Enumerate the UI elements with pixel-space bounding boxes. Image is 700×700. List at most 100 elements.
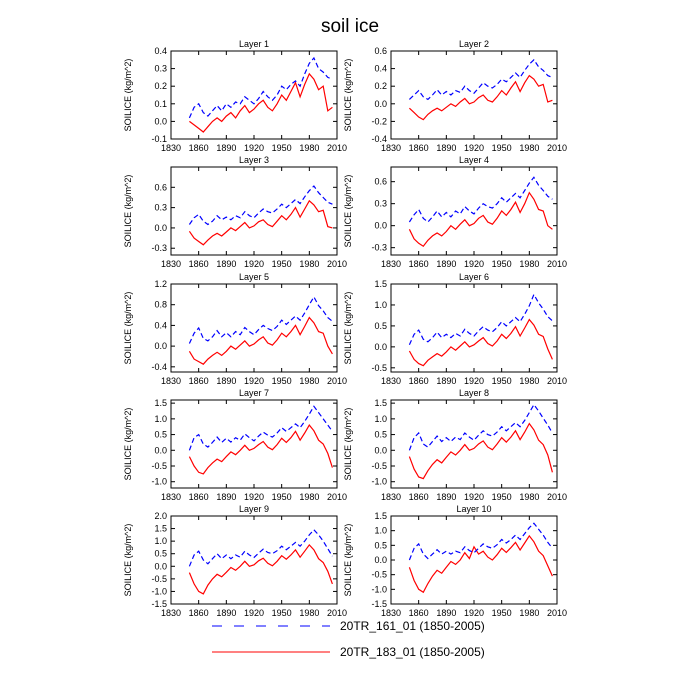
plot-frame bbox=[170, 399, 338, 489]
x-tick-label: 1830 bbox=[381, 143, 401, 153]
y-tick-label: 0.4 bbox=[154, 46, 167, 56]
x-tick-label: 1860 bbox=[189, 492, 209, 502]
y-tick-label: 1.0 bbox=[374, 414, 387, 424]
y-tick-label: -0.5 bbox=[371, 461, 387, 471]
x-tick-label: 1860 bbox=[189, 143, 209, 153]
panel-title: Layer 8 bbox=[459, 388, 489, 398]
panels-grid: Layer 1 SOILICE (kg/m^2) 1830 1860 1890 1920 1… bbox=[123, 39, 567, 618]
x-tick-label: 1830 bbox=[381, 608, 401, 618]
y-tick-label: 0.8 bbox=[154, 300, 167, 310]
panel-title: Layer 7 bbox=[239, 388, 269, 398]
y-tick-label: 0.3 bbox=[154, 64, 167, 74]
series-line-20TR_161_01 bbox=[188, 56, 333, 119]
panel-title: Layer 10 bbox=[456, 504, 491, 514]
legend-label: 20TR_183_01 (1850-2005) bbox=[340, 645, 485, 659]
y-tick-label: -0.5 bbox=[151, 574, 167, 584]
x-tick-label: 2010 bbox=[547, 259, 567, 269]
y-tick-label: -1.0 bbox=[371, 477, 387, 487]
y-tick-label: 0.0 bbox=[374, 445, 387, 455]
y-tick-label: 0.0 bbox=[374, 221, 387, 231]
chart-panel: Layer 5 SOILICE (kg/m^2) 1830 1860 1890 1920 1… bbox=[123, 272, 347, 386]
y-tick-label: -0.5 bbox=[371, 570, 387, 580]
series-line-20TR_183_01 bbox=[408, 422, 553, 480]
figure-title: soil ice bbox=[321, 16, 379, 37]
series-line-20TR_183_01 bbox=[188, 199, 333, 246]
x-tick-label: 1890 bbox=[216, 376, 236, 386]
y-tick-label: -0.5 bbox=[151, 461, 167, 471]
y-tick-label: 0.5 bbox=[374, 430, 387, 440]
y-tick-label: 1.5 bbox=[374, 511, 387, 521]
y-tick-label: -1.0 bbox=[371, 584, 387, 594]
x-tick-label: 1950 bbox=[272, 143, 292, 153]
series-line-20TR_183_01 bbox=[408, 191, 553, 247]
x-tick-label: 2010 bbox=[327, 143, 347, 153]
x-tick-label: 1860 bbox=[409, 376, 429, 386]
chart-panel: Layer 4 SOILICE (kg/m^2) 1830 1860 1890 1920 1… bbox=[343, 155, 567, 269]
panel-title: Layer 6 bbox=[459, 272, 489, 282]
x-tick-label: 1980 bbox=[519, 143, 539, 153]
y-tick-label: 0.0 bbox=[374, 342, 387, 352]
series-line-20TR_161_01 bbox=[408, 58, 553, 101]
x-tick-label: 1950 bbox=[492, 259, 512, 269]
x-tick-label: 1920 bbox=[244, 376, 264, 386]
x-tick-label: 1980 bbox=[299, 492, 319, 502]
y-tick-label: -0.5 bbox=[371, 363, 387, 373]
y-tick-label: -0.3 bbox=[371, 243, 387, 253]
legend: 20TR_161_01 (1850-2005) 20TR_183_01 (185… bbox=[212, 619, 485, 659]
x-tick-label: 1890 bbox=[436, 492, 456, 502]
x-tick-label: 1980 bbox=[519, 376, 539, 386]
chart-panel: Layer 9 SOILICE (kg/m^2) 1830 1860 1890 1920 1… bbox=[123, 504, 347, 618]
chart-panel: Layer 7 SOILICE (kg/m^2) 1830 1860 1890 1920 1… bbox=[123, 388, 347, 502]
y-tick-label: 0.5 bbox=[374, 540, 387, 550]
x-tick-label: 1830 bbox=[381, 376, 401, 386]
x-tick-label: 1830 bbox=[381, 492, 401, 502]
x-tick-label: 1950 bbox=[272, 608, 292, 618]
x-tick-label: 2010 bbox=[547, 143, 567, 153]
x-tick-label: 2010 bbox=[547, 376, 567, 386]
series-line-20TR_161_01 bbox=[408, 403, 553, 451]
x-tick-label: 1980 bbox=[299, 608, 319, 618]
x-tick-label: 1950 bbox=[492, 376, 512, 386]
panel-title: Layer 9 bbox=[239, 504, 269, 514]
x-tick-label: 1950 bbox=[272, 259, 292, 269]
y-tick-label: 0.5 bbox=[154, 549, 167, 559]
y-tick-label: 1.0 bbox=[374, 300, 387, 310]
x-tick-label: 1980 bbox=[299, 259, 319, 269]
y-tick-label: -0.4 bbox=[371, 134, 387, 144]
series-line-20TR_183_01 bbox=[188, 543, 333, 595]
y-tick-label: 0.4 bbox=[374, 64, 387, 74]
y-axis-label: SOILICE (kg/m^2) bbox=[343, 175, 353, 248]
plot-frame bbox=[170, 166, 338, 256]
series-line-20TR_161_01 bbox=[188, 405, 333, 451]
y-tick-label: -0.1 bbox=[151, 134, 167, 144]
y-tick-label: 1.5 bbox=[154, 524, 167, 534]
x-tick-label: 1950 bbox=[492, 492, 512, 502]
series-line-20TR_161_01 bbox=[188, 295, 333, 344]
series-line-20TR_183_01 bbox=[189, 72, 333, 133]
series-line-20TR_183_01 bbox=[188, 424, 333, 475]
x-tick-label: 1920 bbox=[464, 608, 484, 618]
x-tick-label: 2010 bbox=[547, 492, 567, 502]
x-tick-label: 1950 bbox=[272, 492, 292, 502]
x-tick-label: 1830 bbox=[161, 376, 181, 386]
y-tick-label: 0.0 bbox=[374, 555, 387, 565]
x-tick-label: 1950 bbox=[272, 376, 292, 386]
x-tick-label: 1860 bbox=[409, 259, 429, 269]
x-tick-label: 1920 bbox=[244, 143, 264, 153]
series-line-20TR_161_01 bbox=[408, 293, 553, 346]
y-tick-label: -1.5 bbox=[371, 599, 387, 609]
panel-title: Layer 1 bbox=[239, 39, 269, 49]
plot-frame bbox=[390, 399, 558, 489]
x-tick-label: 1830 bbox=[161, 143, 181, 153]
x-tick-label: 1890 bbox=[216, 259, 236, 269]
series-line-20TR_161_01 bbox=[188, 185, 333, 226]
y-tick-label: 0.2 bbox=[154, 81, 167, 91]
x-tick-label: 1860 bbox=[189, 376, 209, 386]
x-tick-label: 2010 bbox=[327, 376, 347, 386]
x-tick-label: 1890 bbox=[436, 608, 456, 618]
x-tick-label: 1860 bbox=[189, 259, 209, 269]
series-line-20TR_161_01 bbox=[408, 176, 553, 223]
y-tick-label: 0.0 bbox=[154, 116, 167, 126]
y-tick-label: 1.0 bbox=[374, 526, 387, 536]
x-tick-label: 1920 bbox=[244, 492, 264, 502]
